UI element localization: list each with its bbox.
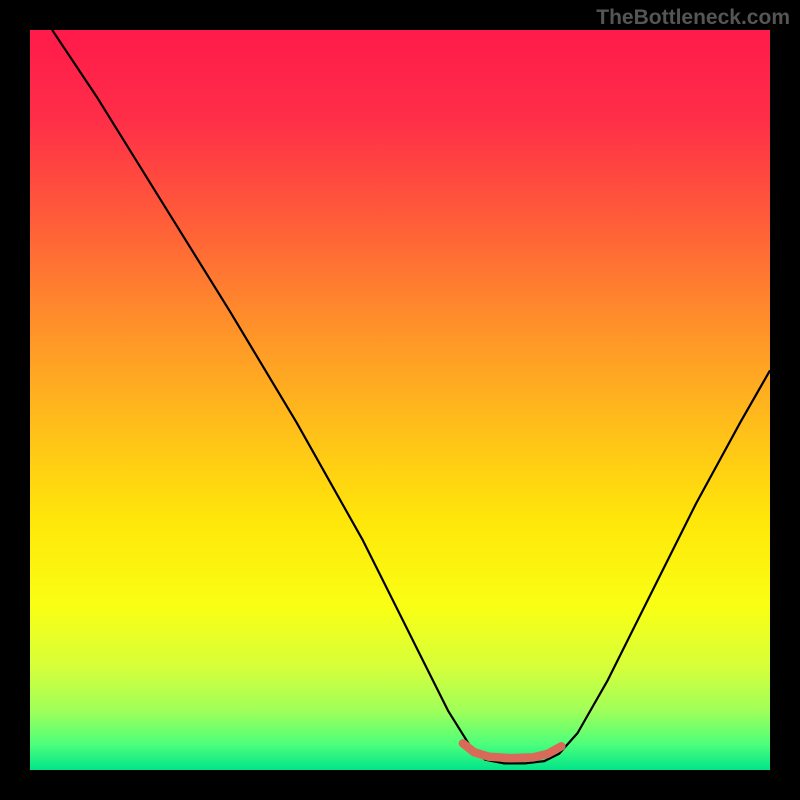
plot-svg [30, 30, 770, 770]
plot-area [30, 30, 770, 770]
gradient-background [30, 30, 770, 770]
chart-container: TheBottleneck.com [0, 0, 800, 800]
watermark-text: TheBottleneck.com [596, 6, 790, 30]
